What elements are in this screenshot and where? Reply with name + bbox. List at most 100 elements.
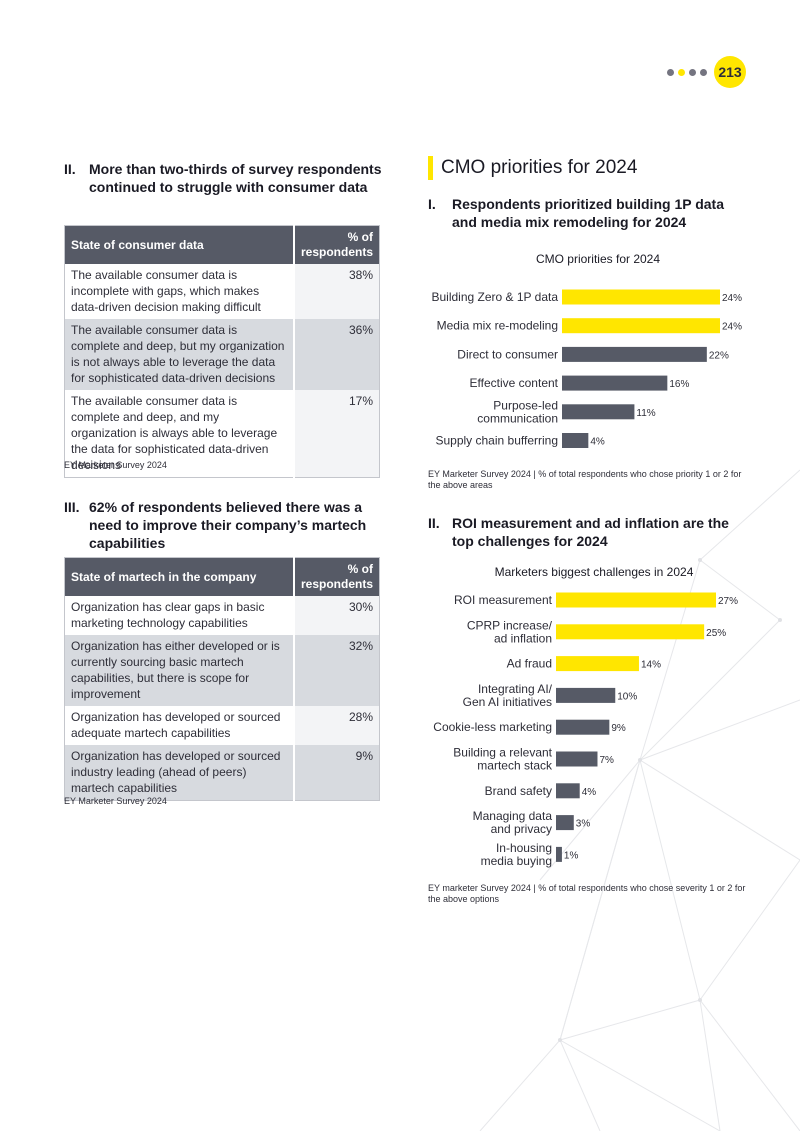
martech-table: State of martech in the company % of res… [64,557,380,801]
row-value: 32% [292,635,380,706]
category-label: media buying [481,854,552,868]
category-label: Gen AI initiatives [463,695,552,709]
chart1-title: CMO priorities for 2024 [535,252,661,266]
page-number: 213 [714,56,746,88]
bar [556,592,716,608]
data-label: 9% [611,723,626,734]
bar [556,624,705,640]
bar [556,656,639,672]
row-value: 36% [292,319,380,390]
category-label: martech stack [477,759,553,773]
category-label: Integrating AI/ [478,682,553,696]
pager-dot [689,68,696,76]
table-row: Organization has clear gaps in basic mar… [64,596,380,635]
row-value: 17% [292,390,380,478]
pager-dot [667,68,674,76]
page-pager: 213 [667,56,746,88]
category-label: communication [477,411,558,425]
data-label: 25% [706,628,726,639]
category-label: Purpose-led [493,398,558,412]
data-label: 1% [564,850,579,861]
page-title: CMO priorities for 2024 [428,156,637,180]
chart1-source: EY Marketer Survey 2024 | % of total res… [428,469,742,490]
table-row: The available consumer data is incomplet… [64,264,380,319]
table-header-percent: % of respondents [292,557,380,596]
category-label: and privacy [491,822,552,836]
table-row: The available consumer data is complete … [64,319,380,390]
category-label: Building a relevant [453,746,552,760]
data-label: 7% [599,755,614,766]
row-value: 9% [292,745,380,801]
data-label: 4% [582,787,597,798]
section-number: III. [64,499,80,515]
pager-dot [700,68,707,76]
table2-source: EY Marketer Survey 2024 [64,796,167,806]
table-row: Organization has developed or sourced in… [64,745,380,801]
chart2-title: Marketers biggest challenges in 2024 [494,565,694,579]
table-header-state: State of consumer data [64,225,294,264]
category-label: Ad fraud [507,657,552,671]
section-number: II. [64,161,76,177]
row-label: Organization has developed or sourced in… [64,745,294,801]
row-label: The available consumer data is incomplet… [64,264,294,319]
row-label: Organization has either developed or is … [64,635,294,706]
data-label: 11% [636,408,655,419]
data-label: 14% [641,660,661,671]
bar [556,719,610,735]
row-value: 38% [292,264,380,319]
category-label: Brand safety [485,784,552,798]
bar [562,404,635,420]
data-label: 22% [709,350,729,361]
pager-dot-active [678,68,685,76]
bar [556,687,616,703]
bar [562,433,589,448]
bar [562,318,720,334]
category-label: Supply chain bufferring [435,434,558,448]
category-label: Building Zero & 1P data [431,290,558,304]
bar [556,815,574,831]
category-label: CPRP increase/ [467,618,553,632]
category-label: Media mix re-modeling [437,319,558,333]
cmo-priorities-chart: Building Zero & 1P data 24% Media mix re-m… [431,289,742,448]
table-row: The available consumer data is complete … [64,390,380,478]
category-label: ROI measurement [454,593,553,607]
category-label: Direct to consumer [457,347,558,361]
data-label: 4% [590,437,605,448]
row-label: Organization has developed or sourced ad… [64,706,294,745]
section-title: Respondents prioritized building 1P data… [452,196,724,230]
section-number: II. [428,515,440,531]
data-label: 24% [722,293,742,304]
consumer-data-table: State of consumer data % of respondents … [64,225,380,478]
row-label: The available consumer data is complete … [64,390,294,478]
section-heading-consumer-data: II. More than two-thirds of survey respo… [64,160,384,196]
bar [562,289,720,305]
table-row: Organization has developed or sourced ad… [64,706,380,745]
data-label: 10% [617,691,637,702]
section-number: I. [428,196,436,212]
section-title: More than two-thirds of survey responden… [89,161,382,195]
row-label: Organization has clear gaps in basic mar… [64,596,294,635]
bar [556,783,580,799]
category-label: Cookie-less marketing [433,720,552,734]
data-label: 16% [669,379,689,390]
table-row: Organization has either developed or is … [64,635,380,706]
row-value: 28% [292,706,380,745]
row-value: 30% [292,596,380,635]
section-title: ROI measurement and ad inflation are the… [452,515,729,549]
category-label: Effective content [470,376,559,390]
category-label: In-housing [496,841,552,855]
section-heading-challenges: II. ROI measurement and ad inflation are… [428,514,748,550]
section-heading-priorities: I. Respondents prioritized building 1P d… [428,195,748,231]
table-header-percent: % of respondents [292,225,380,264]
category-label: ad inflation [494,631,552,645]
marketer-challenges-chart: ROI measurement 27% CPRP increase/ad infla… [433,592,738,868]
data-label: 24% [722,322,742,333]
bar [556,846,562,862]
row-label: The available consumer data is complete … [64,319,294,390]
table1-source: EY Marketer Survey 2024 [64,460,167,470]
table-header-state: State of martech in the company [64,557,294,596]
section-title: 62% of respondents believed there was a … [89,499,367,551]
category-label: Managing data [473,809,553,823]
section-heading-martech: III. 62% of respondents believed there w… [64,498,384,552]
